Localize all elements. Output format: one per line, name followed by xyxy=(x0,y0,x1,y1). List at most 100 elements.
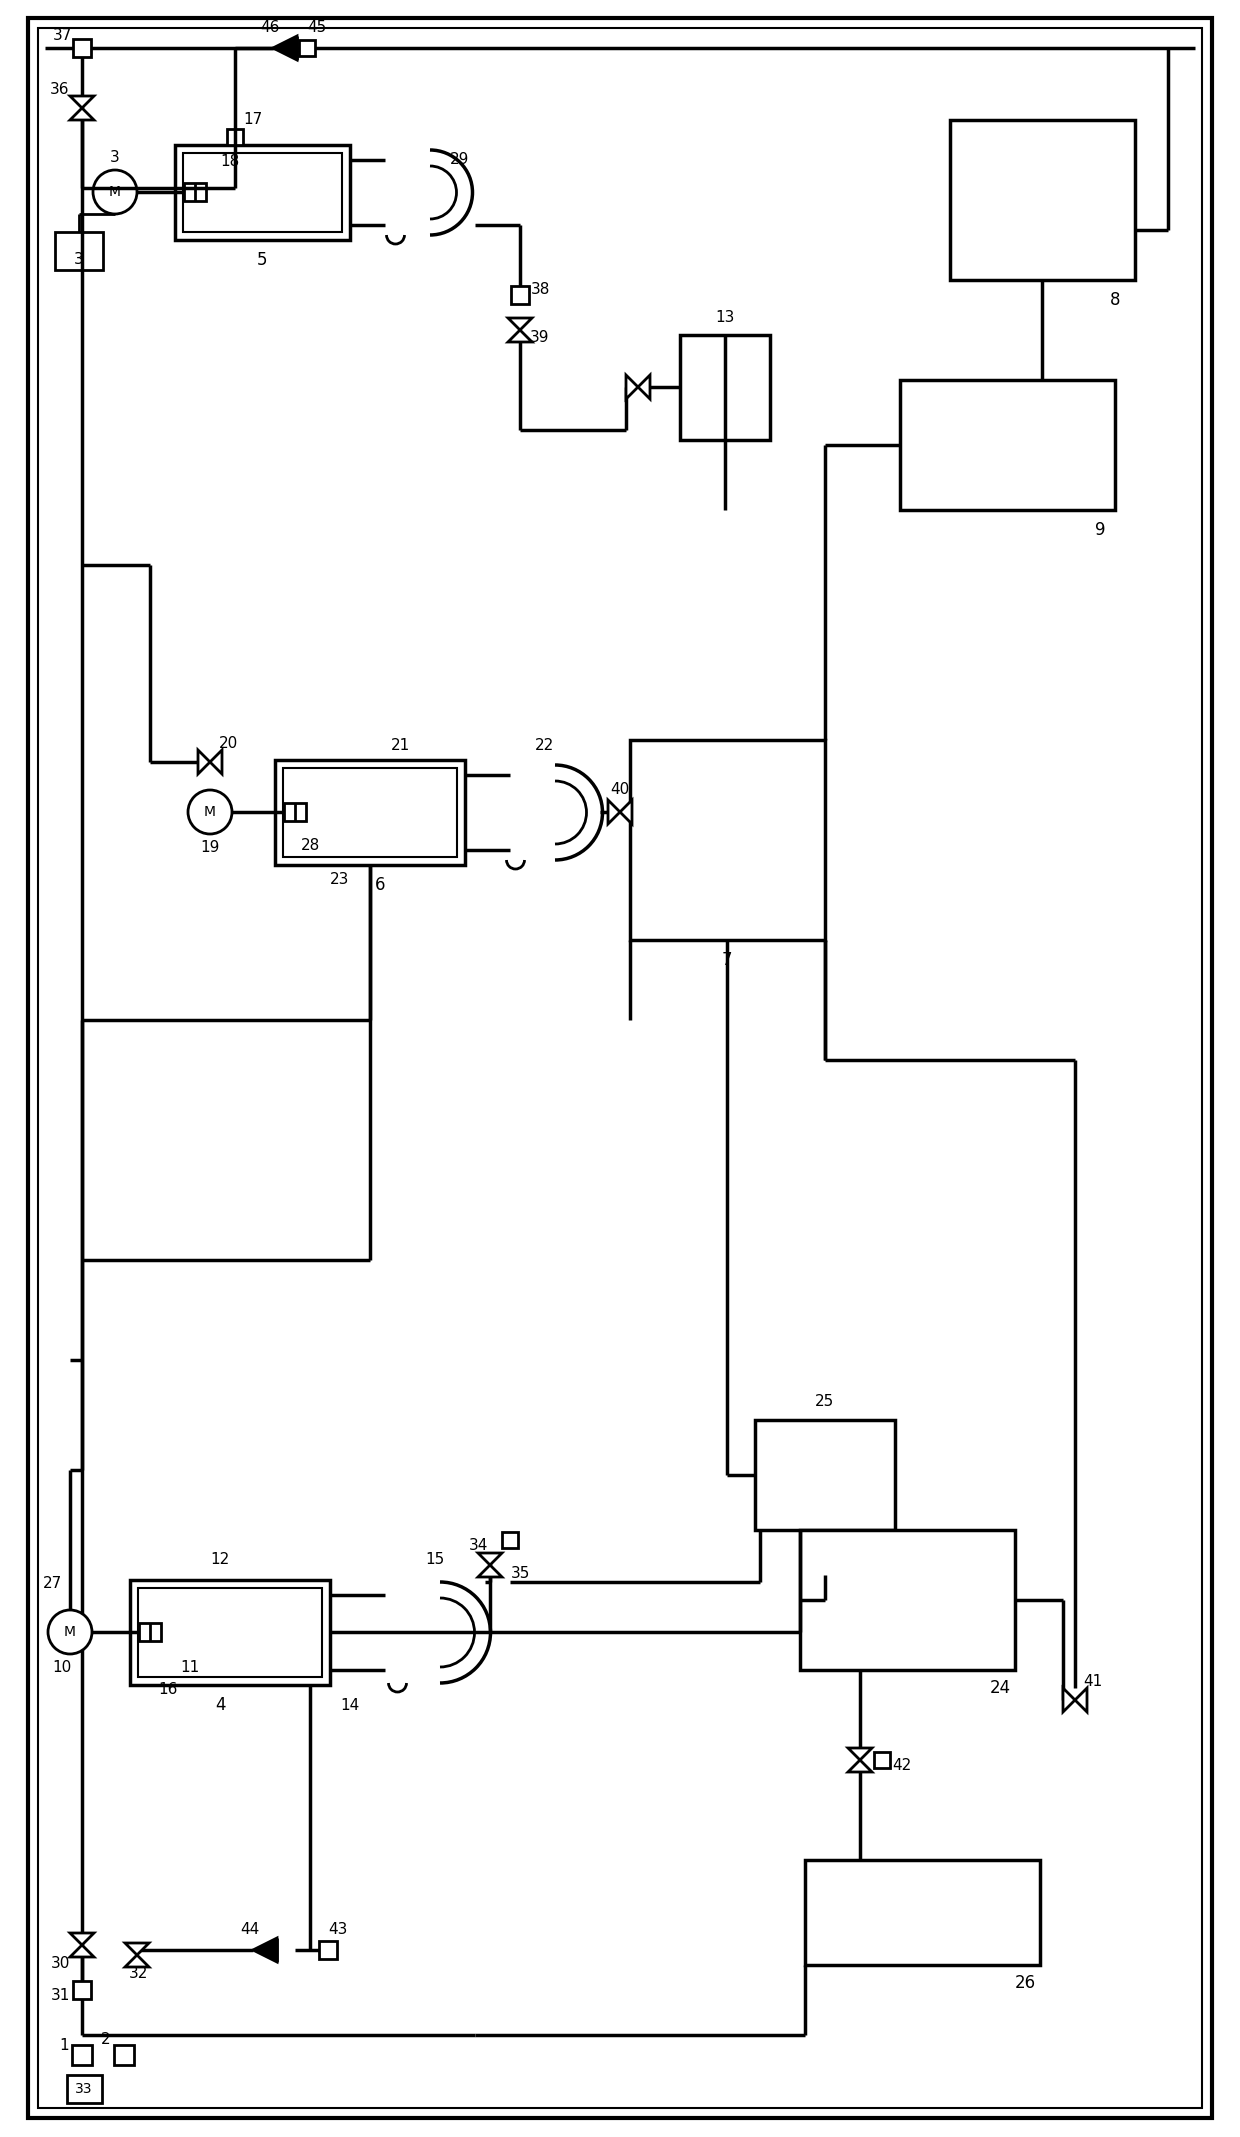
Text: 11: 11 xyxy=(180,1660,200,1675)
Text: M: M xyxy=(205,806,216,818)
Text: 40: 40 xyxy=(610,782,630,797)
Text: 17: 17 xyxy=(243,113,263,128)
Text: 13: 13 xyxy=(715,310,734,325)
Bar xyxy=(755,1419,895,1530)
Bar xyxy=(319,1940,337,1960)
Text: 23: 23 xyxy=(330,872,350,887)
Polygon shape xyxy=(273,36,298,60)
Polygon shape xyxy=(639,374,650,400)
Polygon shape xyxy=(620,799,632,825)
Text: 38: 38 xyxy=(531,282,549,297)
Polygon shape xyxy=(125,1943,149,1955)
Text: 4: 4 xyxy=(215,1697,226,1714)
Polygon shape xyxy=(69,1945,94,1957)
Text: 21: 21 xyxy=(391,737,409,752)
Bar xyxy=(67,2075,102,2103)
Circle shape xyxy=(188,791,232,833)
Bar xyxy=(184,154,342,233)
Text: 9: 9 xyxy=(1095,521,1105,539)
Text: 37: 37 xyxy=(52,28,72,43)
Text: 42: 42 xyxy=(893,1757,911,1772)
Text: 10: 10 xyxy=(52,1660,72,1675)
Text: 14: 14 xyxy=(340,1697,360,1712)
Polygon shape xyxy=(508,318,532,329)
Bar xyxy=(680,336,770,440)
Bar xyxy=(511,286,529,303)
Bar xyxy=(900,380,1115,511)
Text: 35: 35 xyxy=(511,1566,529,1581)
Bar xyxy=(184,184,206,201)
Text: 1: 1 xyxy=(60,2037,68,2052)
Text: 3: 3 xyxy=(74,252,84,267)
Bar xyxy=(874,1752,890,1767)
Polygon shape xyxy=(253,1938,277,1962)
Bar xyxy=(130,1579,330,1684)
Text: 2: 2 xyxy=(102,2032,110,2047)
Polygon shape xyxy=(1075,1688,1087,1712)
Polygon shape xyxy=(477,1564,502,1577)
Text: 22: 22 xyxy=(536,737,554,752)
Text: 18: 18 xyxy=(221,154,239,169)
Text: 44: 44 xyxy=(241,1923,259,1938)
Text: 31: 31 xyxy=(51,1987,69,2002)
Polygon shape xyxy=(69,109,94,120)
Text: 15: 15 xyxy=(425,1551,445,1569)
Text: 36: 36 xyxy=(51,83,69,98)
Bar xyxy=(138,1588,322,1678)
Polygon shape xyxy=(125,1955,149,1966)
Bar xyxy=(73,1981,91,1998)
Text: 45: 45 xyxy=(308,21,326,36)
Polygon shape xyxy=(198,750,210,774)
Circle shape xyxy=(93,171,136,214)
Polygon shape xyxy=(990,1829,1040,1859)
Circle shape xyxy=(48,1609,92,1654)
Text: 5: 5 xyxy=(257,250,268,269)
Polygon shape xyxy=(1063,1688,1075,1712)
Text: 25: 25 xyxy=(816,1395,835,1410)
Bar xyxy=(139,1622,161,1641)
Text: 46: 46 xyxy=(260,21,280,36)
Text: 27: 27 xyxy=(42,1577,62,1592)
Text: 26: 26 xyxy=(1014,1975,1035,1992)
Polygon shape xyxy=(848,1761,872,1772)
Bar xyxy=(283,767,458,857)
Bar xyxy=(800,1530,1016,1669)
Text: 34: 34 xyxy=(469,1537,487,1551)
Text: 43: 43 xyxy=(329,1923,347,1938)
Text: 7: 7 xyxy=(722,951,733,968)
Text: 16: 16 xyxy=(159,1682,177,1697)
Polygon shape xyxy=(608,799,620,825)
Bar xyxy=(630,739,825,940)
Text: 12: 12 xyxy=(211,1551,229,1569)
Text: 28: 28 xyxy=(300,838,320,853)
Bar xyxy=(72,2045,92,2064)
Bar xyxy=(275,761,465,865)
Bar xyxy=(284,804,306,821)
Polygon shape xyxy=(69,1934,94,1945)
Bar xyxy=(73,38,91,58)
Bar xyxy=(502,1532,518,1547)
Text: 41: 41 xyxy=(1084,1675,1102,1690)
Polygon shape xyxy=(69,96,94,109)
Text: 24: 24 xyxy=(990,1680,1011,1697)
Text: 30: 30 xyxy=(51,1955,69,1970)
Text: 39: 39 xyxy=(531,331,549,346)
Text: M: M xyxy=(109,186,122,199)
Text: 3: 3 xyxy=(110,150,120,165)
Text: M: M xyxy=(64,1624,76,1639)
Text: 6: 6 xyxy=(374,876,386,893)
Polygon shape xyxy=(848,1748,872,1761)
Text: 33: 33 xyxy=(76,2081,93,2096)
Bar xyxy=(227,128,243,145)
Bar xyxy=(175,145,350,239)
Text: 19: 19 xyxy=(201,840,219,855)
Bar xyxy=(114,2045,134,2064)
Polygon shape xyxy=(477,1554,502,1564)
Bar xyxy=(299,41,315,56)
Polygon shape xyxy=(210,750,222,774)
Text: 32: 32 xyxy=(129,1966,149,1981)
Bar xyxy=(805,1859,1040,1966)
Polygon shape xyxy=(508,329,532,342)
Text: 20: 20 xyxy=(218,737,238,752)
Text: 8: 8 xyxy=(1110,291,1120,310)
